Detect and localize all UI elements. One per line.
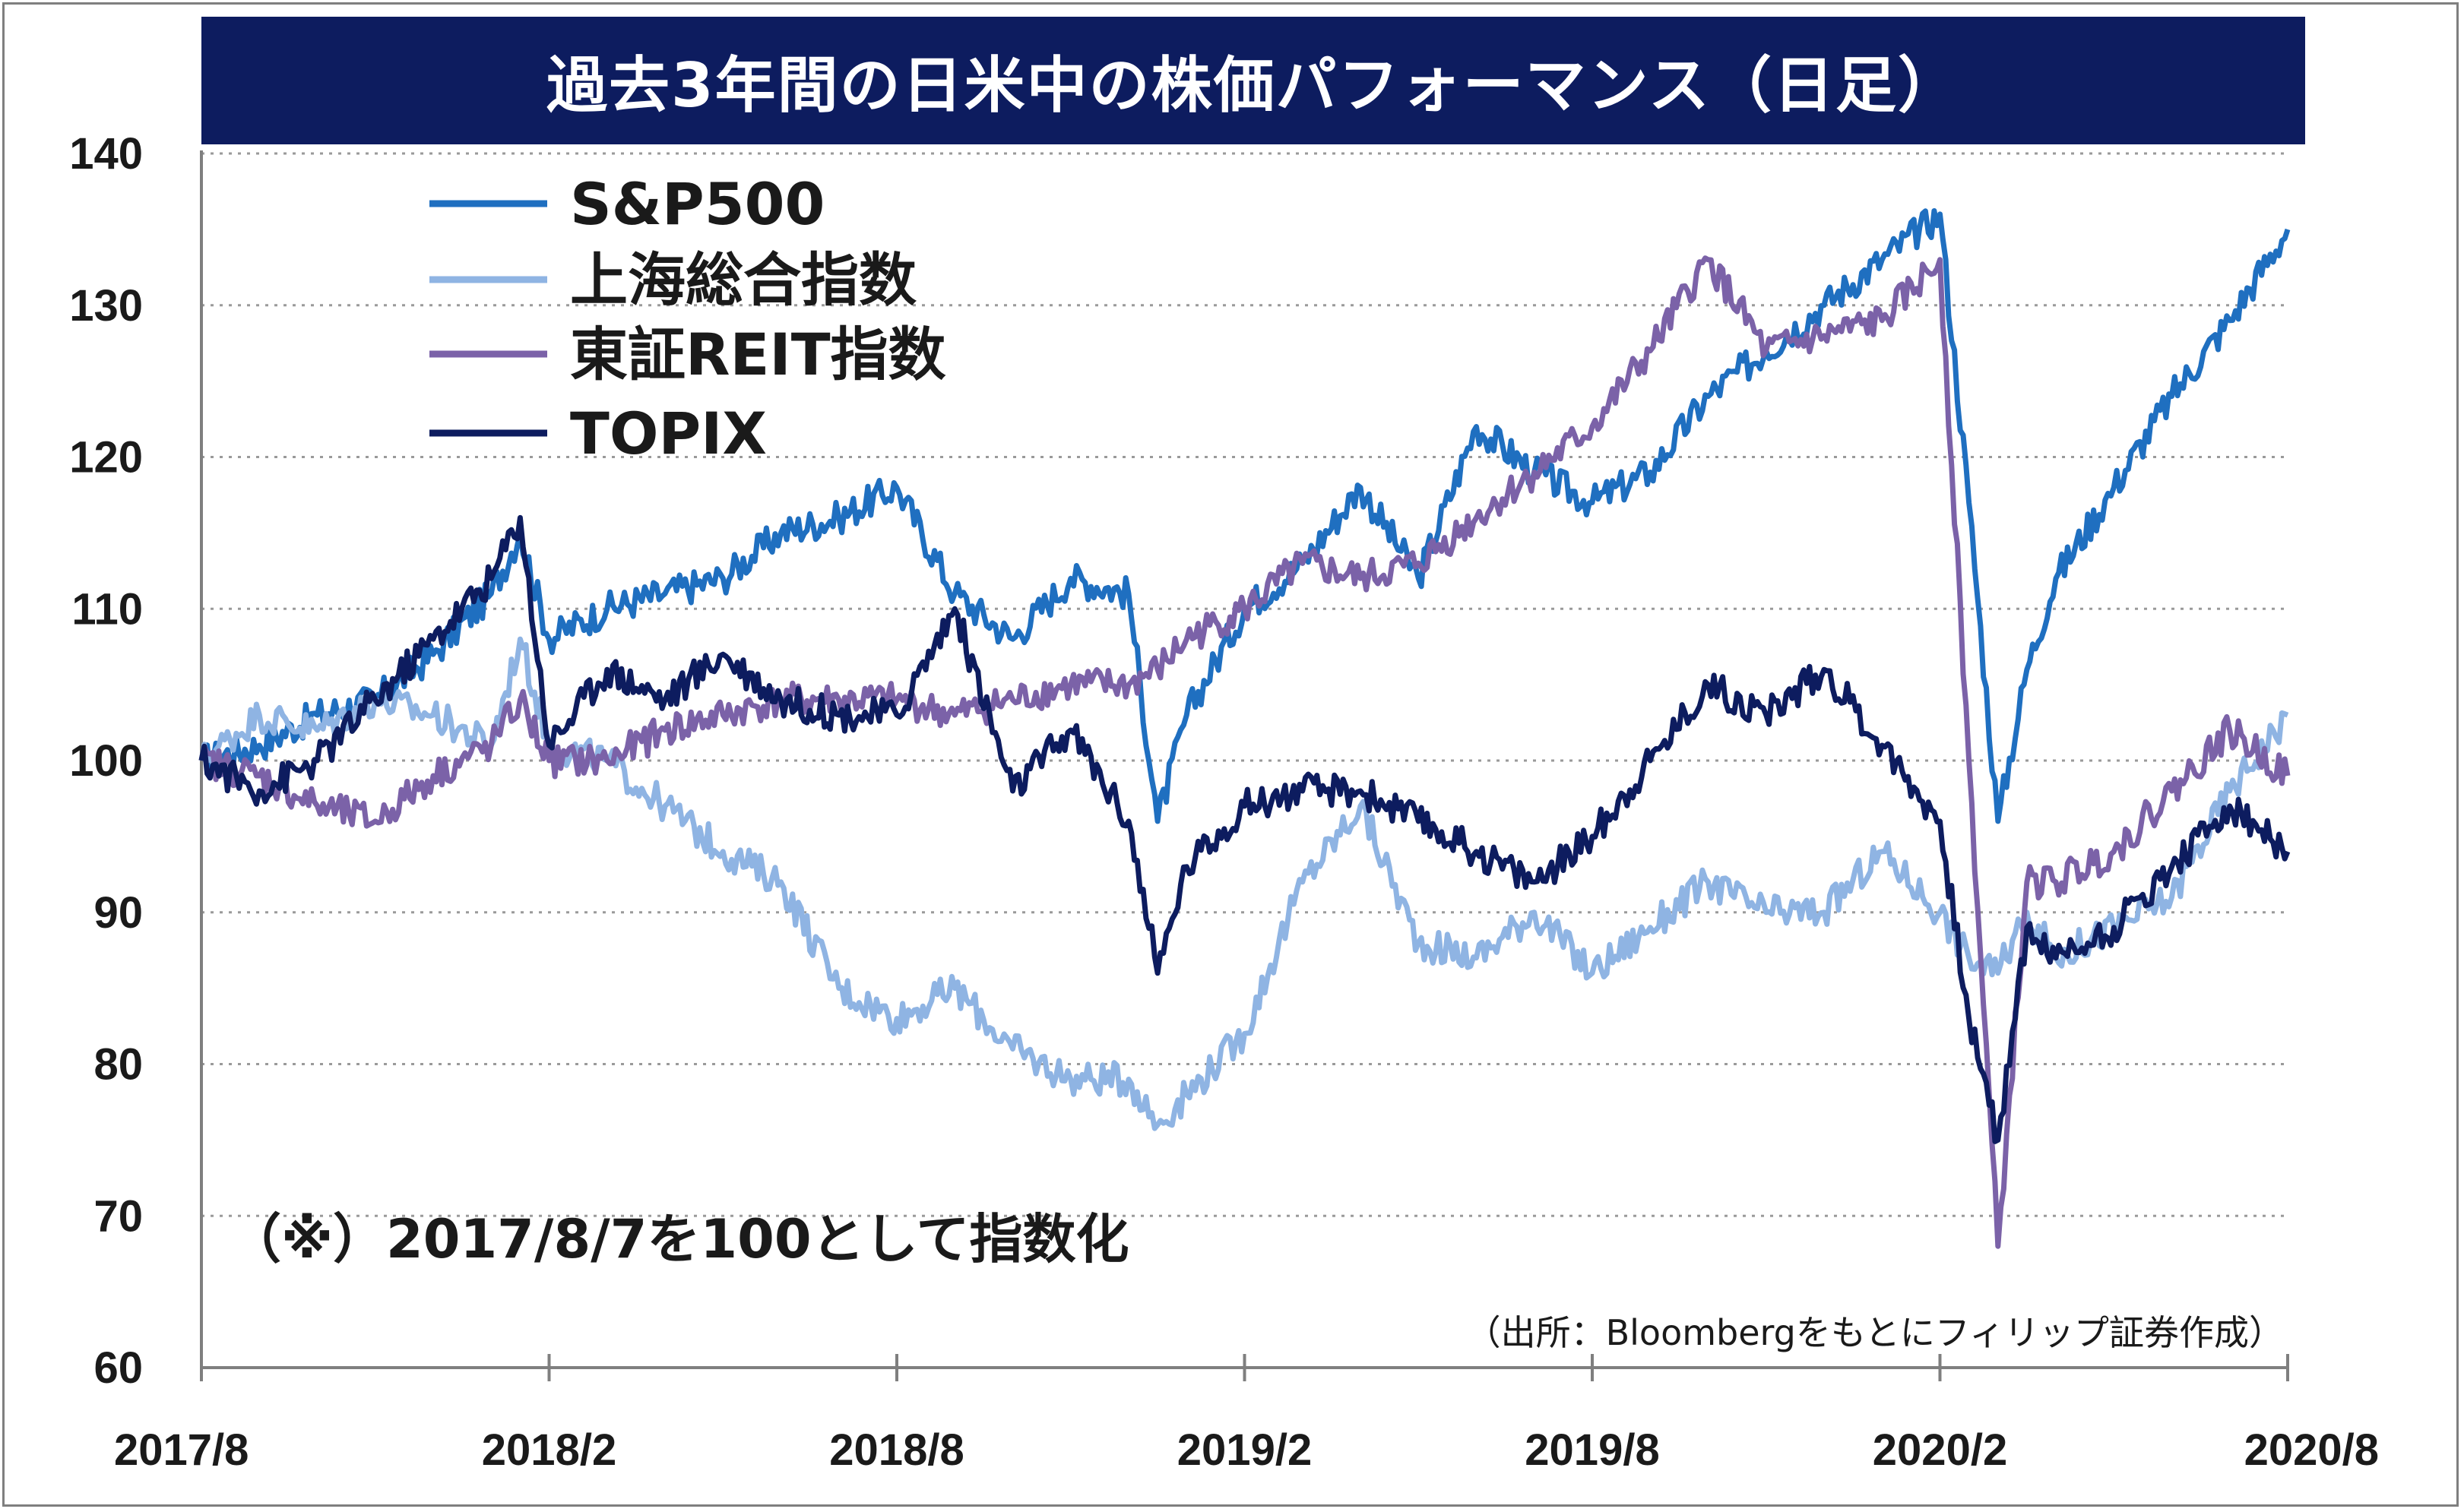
y-tick-label: 110 bbox=[71, 584, 143, 634]
x-tick-label: 2018/2 bbox=[482, 1425, 616, 1475]
y-tick-label: 90 bbox=[93, 888, 143, 938]
y-tick-label: 80 bbox=[93, 1040, 143, 1090]
series-line bbox=[198, 208, 2291, 824]
x-tick-label: 2020/2 bbox=[1873, 1425, 2007, 1475]
legend-label: 東証REIT指数 bbox=[570, 321, 946, 388]
axes: 60 70 80 90 100 110 120 130 140 2017/8 2018/2 2018/… bbox=[69, 129, 2379, 1475]
x-tick-label: 2017/8 bbox=[114, 1425, 249, 1475]
y-tick-label: 130 bbox=[69, 281, 143, 331]
y-tick-label: 140 bbox=[69, 129, 143, 179]
legend-label: 上海総合指数 bbox=[570, 246, 917, 314]
legend-label: S&P500 bbox=[570, 170, 825, 238]
y-tick-label: 100 bbox=[69, 736, 143, 786]
x-tick-label: 2018/8 bbox=[829, 1425, 964, 1475]
series-line bbox=[198, 255, 2291, 1249]
index-note: （※）2017/8/7を100として指数化 bbox=[228, 1208, 1129, 1270]
x-tick-label: 2019/8 bbox=[1525, 1425, 1659, 1475]
x-tick-label: 2019/2 bbox=[1177, 1425, 1312, 1475]
source-note: （出所：Bloombergをもとにフィリップ証券作成） bbox=[1466, 1312, 2284, 1353]
chart-title: 過去3年間の日米中の株価パフォーマンス（日足） bbox=[201, 17, 2305, 144]
series-line bbox=[198, 514, 2291, 1144]
y-tick-label: 120 bbox=[69, 433, 143, 482]
series-lines bbox=[198, 208, 2291, 1249]
y-tick-label: 60 bbox=[93, 1343, 143, 1393]
gridlines bbox=[201, 152, 2288, 1217]
x-tick-label: 2020/8 bbox=[2244, 1425, 2379, 1475]
legend-label: TOPIX bbox=[570, 400, 767, 467]
y-tick-label: 70 bbox=[93, 1191, 143, 1241]
